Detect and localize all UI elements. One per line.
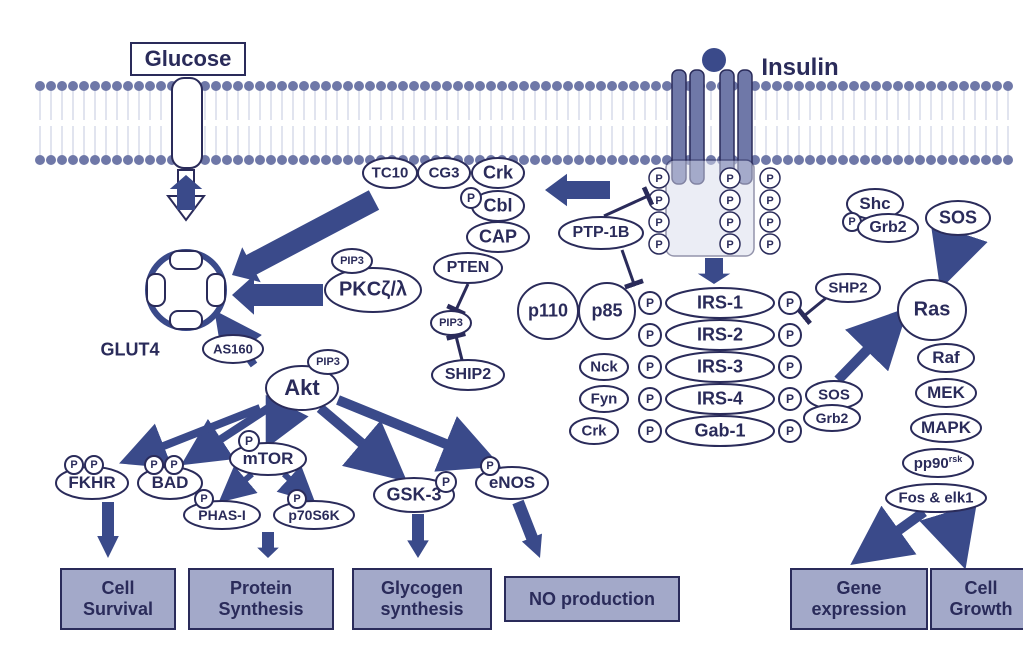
pathway-canvas: PPPPPPPPPPPP	[0, 0, 1023, 662]
glucose-title: Glucose	[130, 42, 246, 76]
svg-text:P: P	[655, 173, 662, 185]
svg-text:P: P	[726, 195, 733, 207]
outcome-box: CellSurvival	[60, 568, 176, 630]
outcome-box: CellGrowth	[930, 568, 1023, 630]
outcome-box: NO production	[504, 576, 680, 622]
outcome-box: Glycogensynthesis	[352, 568, 492, 630]
svg-text:P: P	[726, 173, 733, 185]
glucose-label: Glucose	[145, 46, 232, 72]
svg-text:P: P	[726, 239, 733, 251]
svg-text:P: P	[655, 217, 662, 229]
svg-text:P: P	[766, 173, 773, 185]
outcome-box: ProteinSynthesis	[188, 568, 334, 630]
svg-text:P: P	[726, 217, 733, 229]
svg-text:P: P	[766, 217, 773, 229]
svg-text:P: P	[655, 239, 662, 251]
outcome-box: Geneexpression	[790, 568, 928, 630]
svg-text:P: P	[766, 195, 773, 207]
svg-text:P: P	[655, 195, 662, 207]
svg-text:P: P	[766, 239, 773, 251]
